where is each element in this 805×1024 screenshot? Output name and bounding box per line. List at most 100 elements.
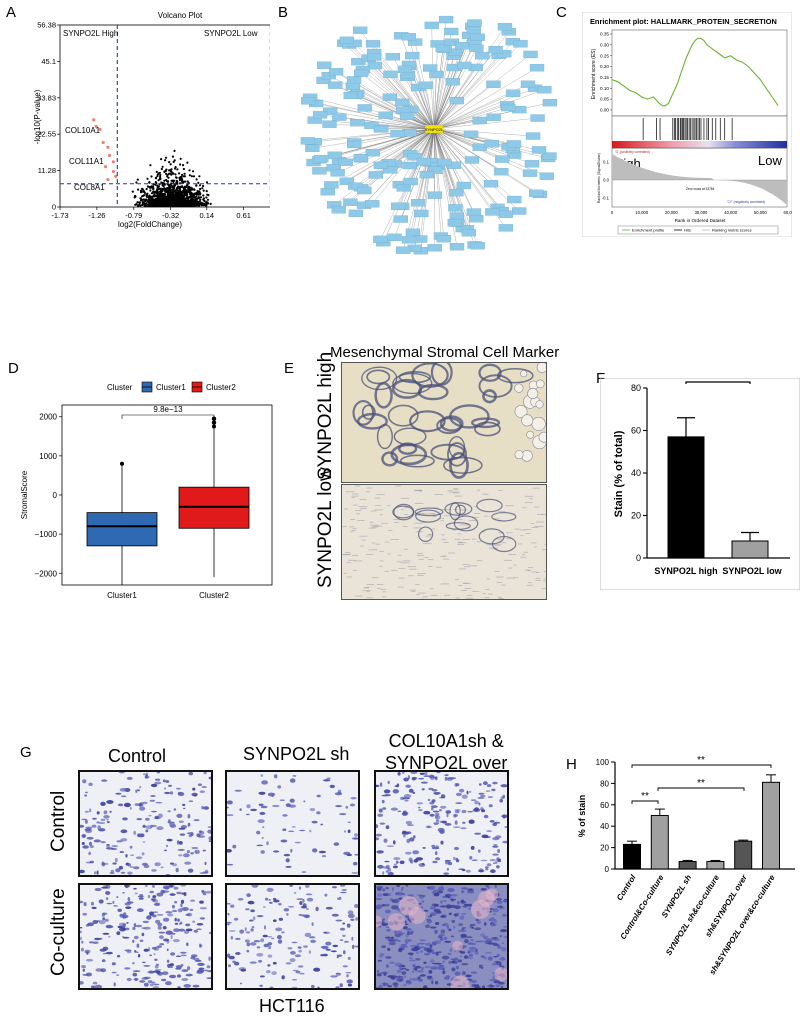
g-stained-cell (390, 936, 394, 940)
g-stained-cell (382, 888, 386, 892)
g-stained-cell (381, 945, 386, 949)
network-node (467, 19, 482, 27)
g-stained-cell (489, 859, 496, 862)
g-stained-cell (385, 964, 389, 968)
g-stained-cell (145, 829, 149, 833)
volcano-point (202, 197, 205, 200)
volcano-point (167, 187, 170, 190)
network-edge (433, 48, 477, 130)
box-y-axis-label: StromalScore (20, 470, 29, 519)
volcano-point (184, 193, 187, 196)
gsea-x-tick-label: 40,000 (724, 210, 737, 215)
gsea-legend (617, 225, 779, 235)
g-stained-cell (192, 984, 200, 988)
g-stained-cell (169, 885, 173, 888)
network-node (346, 76, 362, 84)
g-stained-cell (161, 971, 169, 976)
g-stained-cell (162, 885, 170, 890)
volcano-point (189, 191, 192, 194)
h-y-tick-label: 40 (600, 822, 609, 831)
volcano-point (174, 173, 177, 176)
g-stained-cell (397, 979, 401, 982)
network-node (328, 81, 343, 89)
g-stained-cell (418, 777, 425, 780)
histology-fiber (494, 544, 502, 546)
g-stained-cell (113, 982, 116, 987)
volcano-point (195, 195, 198, 198)
box-point (120, 461, 124, 466)
g-stained-cell (391, 887, 394, 892)
g-stained-cell (135, 856, 143, 860)
histology-fiber (536, 572, 540, 574)
histology-fiber (494, 570, 500, 572)
h-bracket-1 (631, 764, 772, 768)
g-stained-cell (457, 959, 463, 963)
histology-fiber (402, 525, 408, 527)
g-stained-cell (150, 783, 158, 788)
g-stained-cell (401, 811, 408, 816)
g-stained-cell (285, 866, 292, 868)
g-stained-cell (258, 791, 266, 795)
g-stained-cell (277, 939, 283, 944)
g-pink-region (485, 888, 499, 902)
network-node (312, 167, 327, 175)
g-stained-cell (139, 806, 146, 811)
g-stained-cell (494, 963, 501, 966)
g-stained-cell (458, 923, 463, 926)
g-stained-cell (462, 905, 468, 908)
g-stained-cell (451, 899, 454, 902)
volcano-point (189, 193, 192, 196)
volcano-point (131, 190, 134, 193)
g-stained-cell (381, 924, 388, 926)
g-stained-cell (347, 829, 351, 834)
g-stained-cell (134, 803, 139, 806)
volcano-point (171, 188, 174, 191)
g-stained-cell (404, 938, 412, 943)
histology-fiber (441, 534, 445, 536)
network-node (348, 209, 364, 218)
g-stained-cell (139, 980, 146, 983)
g-stained-cell (134, 977, 138, 981)
gsea-x-tick-label: 50,000 (754, 210, 767, 215)
g-stained-cell (165, 981, 172, 986)
g-stained-cell (197, 783, 202, 786)
network-node (339, 36, 355, 44)
network-node (529, 189, 544, 197)
volcano-point (184, 180, 187, 183)
g-stained-cell (401, 887, 404, 889)
volcano-point (156, 184, 159, 187)
g-stained-cell (287, 947, 293, 950)
gsea-x-axis-label: Rank in Ordered Dataset (675, 218, 727, 223)
g-stained-cell (468, 953, 473, 957)
histology-fiber (531, 571, 538, 573)
g-stained-cell (377, 959, 383, 962)
g-stained-cell (454, 905, 461, 910)
g-stained-cell (151, 981, 156, 984)
g-stained-cell (450, 935, 455, 938)
f-y-tick-label: 40 (631, 468, 641, 478)
g-stained-cell (227, 814, 234, 817)
g-stained-cell (158, 813, 163, 818)
network-node (512, 207, 527, 215)
histology-fiber (527, 570, 531, 572)
g-stained-cell (271, 971, 277, 975)
g-stained-cell (263, 943, 269, 948)
g-stained-cell (260, 774, 264, 777)
g-stained-cell (180, 954, 187, 957)
g-stained-cell (351, 944, 355, 949)
histology-gland (391, 378, 423, 399)
g-stained-cell (147, 980, 153, 984)
network-node (530, 114, 545, 122)
histology-fiber (413, 522, 423, 524)
histology-fiber (409, 568, 417, 570)
g-stained-cell (283, 908, 290, 912)
g-stained-cell (81, 834, 87, 838)
network-node (385, 53, 401, 61)
volcano-point (135, 181, 138, 184)
g-stained-cell (440, 794, 446, 799)
network-node (448, 204, 463, 212)
histology-fiber (484, 515, 489, 517)
g-stained-cell (431, 844, 436, 848)
g-stained-cell (416, 951, 419, 954)
histology-fiber (448, 552, 456, 554)
